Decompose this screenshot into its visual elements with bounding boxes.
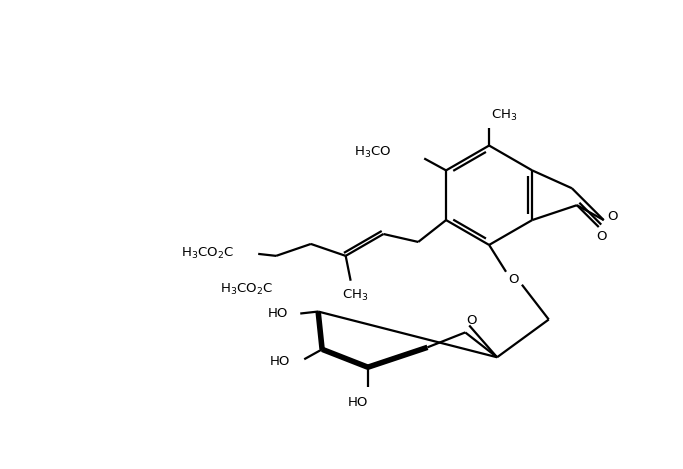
Text: H$_3$CO: H$_3$CO	[354, 145, 391, 160]
Text: HO: HO	[348, 395, 368, 408]
Text: HO: HO	[270, 355, 290, 368]
Text: O: O	[466, 314, 477, 327]
Text: H$_3$CO$_2$C: H$_3$CO$_2$C	[221, 282, 273, 297]
Text: O: O	[509, 273, 519, 286]
Text: HO: HO	[268, 307, 288, 320]
Text: O: O	[596, 230, 607, 243]
Text: H$_3$CO$_2$C: H$_3$CO$_2$C	[182, 246, 234, 261]
Text: O: O	[607, 210, 618, 223]
Text: CH$_3$: CH$_3$	[342, 288, 369, 303]
Text: CH$_3$: CH$_3$	[491, 108, 517, 123]
